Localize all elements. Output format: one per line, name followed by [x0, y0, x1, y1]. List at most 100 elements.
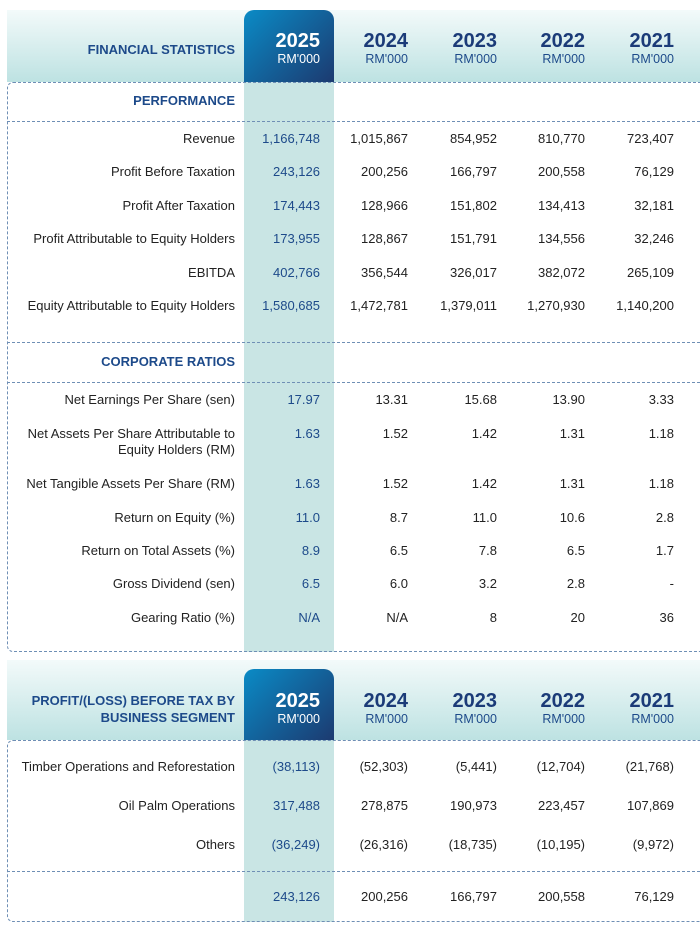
year-header-2023: 2023 RM'000: [407, 30, 498, 66]
year-header-2024: 2024 RM'000: [318, 690, 409, 726]
value-2025: 8.9: [301, 543, 320, 558]
value-2025: 1.63: [294, 426, 320, 441]
row-label: Gearing Ratio (%): [130, 610, 235, 625]
year-label: 2021: [629, 690, 675, 712]
year-label: 2022: [540, 30, 586, 52]
value-2024: 200,256: [361, 164, 408, 179]
value-2024: 8.7: [389, 510, 408, 525]
financial-header-band: [7, 10, 700, 82]
total-2024: 200,256: [361, 889, 408, 904]
row-label: Return on Total Assets (%): [81, 543, 235, 558]
value-2025: 1.63: [294, 476, 320, 491]
year-header-2022: 2022 RM'000: [495, 30, 586, 66]
corporate-ratios-heading: CORPORATE RATIOS: [101, 354, 235, 369]
value-2021: 76,129: [634, 164, 674, 179]
value-2023: 166,797: [450, 164, 497, 179]
row-label: Profit Before Taxation: [110, 164, 235, 179]
value-2022: (10,195): [536, 837, 585, 852]
highlight-column-2025: [244, 82, 334, 652]
value-2025: 243,126: [273, 164, 320, 179]
year-header-2025: 2025 RM'000: [230, 30, 321, 66]
divider: [7, 342, 700, 343]
value-2025: 173,955: [273, 231, 320, 246]
value-2022: 382,072: [538, 265, 585, 280]
value-2022: 1,270,930: [527, 298, 585, 313]
year-header-2023: 2023 RM'000: [407, 690, 498, 726]
value-2022: 2.8: [566, 576, 585, 591]
value-2023: 326,017: [450, 265, 497, 280]
total-2025: 243,126: [273, 889, 320, 904]
value-2022: 134,556: [538, 231, 585, 246]
value-2021: 32,246: [634, 231, 674, 246]
value-2023: (18,735): [448, 837, 497, 852]
value-2024: 128,867: [361, 231, 408, 246]
value-2023: 151,802: [450, 198, 497, 213]
value-2024: (52,303): [359, 759, 408, 774]
value-2021: 265,109: [627, 265, 674, 280]
year-label: 2023: [452, 690, 498, 712]
value-2021: 36: [659, 610, 674, 625]
total-2023: 166,797: [450, 889, 497, 904]
value-2021: 2.8: [655, 510, 674, 525]
row-label: Net Tangible Assets Per Share (RM): [26, 476, 235, 491]
year-header-2022: 2022 RM'000: [495, 690, 586, 726]
row-label: Return on Equity (%): [114, 510, 235, 525]
divider: [7, 121, 700, 122]
row-label: Profit After Taxation: [122, 198, 236, 213]
value-2023: 1.42: [471, 476, 497, 491]
value-2021: (9,972): [632, 837, 674, 852]
value-2024: 6.0: [389, 576, 408, 591]
value-2024: 13.31: [375, 392, 408, 407]
year-2025-header: [244, 10, 334, 82]
row-label: Net Assets Per Share Attributable to Equ…: [27, 426, 235, 457]
value-2021: 32,181: [634, 198, 674, 213]
row-label: EBITDA: [188, 265, 235, 280]
year-header-2024: 2024 RM'000: [318, 30, 409, 66]
value-2022: 6.5: [566, 543, 585, 558]
year-2025-header: [244, 669, 334, 740]
year-label: 2025: [275, 30, 321, 52]
year-label: 2022: [540, 690, 586, 712]
row-label: Net Earnings Per Share (sen): [64, 392, 235, 407]
total-2022: 200,558: [538, 889, 585, 904]
performance-heading: PERFORMANCE: [133, 93, 235, 108]
year-header-2025: 2025 RM'000: [230, 690, 321, 726]
unit-label: RM'000: [277, 52, 320, 66]
segment-header-band: [7, 660, 700, 740]
value-2024: 6.5: [389, 543, 408, 558]
value-2025: 1,580,685: [262, 298, 320, 313]
unit-label: RM'000: [631, 52, 674, 66]
year-label: 2024: [363, 30, 409, 52]
unit-label: RM'000: [454, 52, 497, 66]
value-2025: 1,166,748: [262, 131, 320, 146]
value-2022: 134,413: [538, 198, 585, 213]
row-label: Equity Attributable to Equity Holders: [27, 298, 235, 313]
value-2021: 1.18: [648, 426, 674, 441]
row-label: Gross Dividend (sen): [112, 576, 235, 591]
value-2023: 11.0: [472, 510, 497, 525]
value-2023: 8: [489, 610, 497, 625]
unit-label: RM'000: [631, 712, 674, 726]
value-2021: 723,407: [627, 131, 674, 146]
value-2024: 278,875: [361, 798, 408, 813]
value-2022: 13.90: [552, 392, 585, 407]
value-2024: (26,316): [359, 837, 408, 852]
value-2023: 15.68: [464, 392, 497, 407]
value-2024: 1,472,781: [350, 298, 408, 313]
value-2021: (21,768): [625, 759, 674, 774]
value-2024: N/A: [386, 610, 408, 625]
year-label: 2023: [452, 30, 498, 52]
value-2022: 20: [570, 610, 585, 625]
value-2025: (38,113): [272, 759, 320, 774]
value-2021: 3.33: [648, 392, 674, 407]
unit-label: RM'000: [365, 52, 408, 66]
value-2023: 7.8: [478, 543, 497, 558]
value-2023: 1,379,011: [440, 298, 497, 313]
value-2025: 402,766: [273, 265, 320, 280]
value-2021: -: [669, 576, 674, 591]
value-2025: 6.5: [301, 576, 320, 591]
value-2022: 10.6: [559, 510, 585, 525]
value-2022: (12,704): [536, 759, 585, 774]
row-label: Revenue: [182, 131, 235, 146]
unit-label: RM'000: [365, 712, 408, 726]
